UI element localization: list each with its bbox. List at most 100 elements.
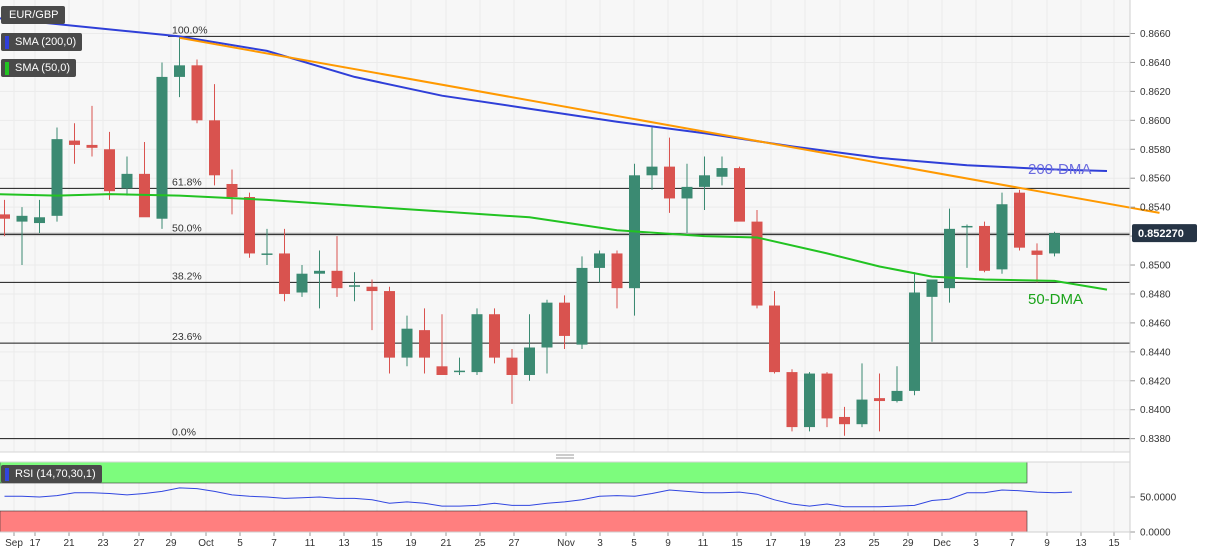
x-tick-label: Dec [933, 538, 951, 549]
y-tick-label: 0.8660 [1140, 29, 1171, 40]
descending-trendline [179, 36, 1160, 214]
candle-body [156, 76, 168, 219]
candle-body [436, 366, 448, 375]
candle-body [454, 370, 465, 373]
candle-body [366, 286, 378, 292]
y-tick-label: 0.8560 [1140, 174, 1171, 185]
fib-label: 50.0% [172, 223, 202, 235]
rsi-legend[interactable]: RSI (14,70,30,1) [1, 465, 102, 483]
candle-body [541, 302, 553, 348]
x-tick-label: 29 [165, 538, 177, 549]
x-tick-label: 21 [63, 538, 75, 549]
candle-body [594, 253, 605, 268]
candle-body [1031, 250, 1043, 255]
fib-label: 0.0% [172, 427, 196, 439]
x-tick-label: 19 [405, 538, 417, 549]
sma50-legend[interactable]: SMA (50,0) [1, 59, 77, 77]
x-tick-label: 29 [902, 538, 914, 549]
x-tick-label: 21 [440, 538, 452, 549]
candle-body [1014, 192, 1025, 248]
candle-body [751, 221, 763, 306]
x-tick-label: 15 [731, 538, 743, 549]
sma50-swatch [5, 62, 9, 75]
candle-body [16, 215, 28, 222]
candle-body [821, 373, 833, 419]
y-tick-label: 0.8480 [1140, 289, 1171, 300]
y-tick-label: 0.8440 [1140, 347, 1171, 358]
sma200-label: SMA (200,0) [15, 36, 77, 48]
fib-label: 100.0% [172, 24, 208, 36]
y-tick-label: 0.8600 [1140, 116, 1171, 127]
candle-body [926, 279, 938, 297]
candle-body [996, 204, 1008, 270]
candle-body [349, 285, 360, 287]
candle-body [611, 253, 623, 289]
x-tick-label: 23 [834, 538, 846, 549]
x-tick-label: 19 [799, 538, 811, 549]
symbol-label: EUR/GBP [9, 9, 59, 21]
candle-body [874, 398, 885, 402]
x-tick-label: 13 [1075, 538, 1087, 549]
current-price-label: 0.852270 [1138, 228, 1184, 240]
y-tick-label: 0.8580 [1140, 145, 1171, 156]
candle-body [909, 292, 920, 391]
annotation-50dma: 50-DMA [1028, 291, 1083, 308]
candle-body [524, 347, 535, 375]
x-tick-label: 25 [474, 538, 486, 549]
price-axis: 0.8660 0.8640 0.8620 0.8600 0.8580 0.8560 0.85… [1130, 29, 1197, 445]
rsi-swatch [5, 468, 9, 481]
candle-body [506, 357, 518, 375]
x-tick-label: 7 [271, 538, 277, 549]
candle-body [699, 175, 710, 187]
candle-body [576, 267, 588, 345]
rsi-overbought-band [0, 461, 1028, 484]
x-tick-label: Nov [557, 538, 575, 549]
x-tick-label: 13 [338, 538, 350, 549]
x-tick-label: 9 [1044, 538, 1050, 549]
y-tick-label: 0.8420 [1140, 376, 1171, 387]
x-tick-label: 5 [631, 538, 637, 549]
x-tick-label: Oct [198, 538, 214, 549]
candle-body [279, 253, 290, 294]
rsi-tick-label: 0.0000 [1140, 528, 1171, 539]
symbol-tag[interactable]: EUR/GBP [1, 6, 65, 24]
candle-body [961, 225, 973, 228]
main-panel-background [0, 0, 1130, 452]
x-tick-label: 11 [698, 538, 709, 549]
candle-body [0, 214, 10, 219]
sma200-legend[interactable]: SMA (200,0) [1, 33, 83, 51]
candle-body [734, 168, 745, 222]
x-tick-label: 27 [508, 538, 520, 549]
candle-body [384, 291, 395, 358]
candle-body [489, 314, 500, 358]
candle-body [261, 253, 273, 255]
date-axis: Sep 17 21 23 27 29 Oct 5 7 11 13 15 19 21 25 27 Nov 3 5 9 11… [5, 532, 1120, 549]
sma200-swatch [5, 36, 9, 49]
candle-body [314, 270, 325, 274]
x-tick-label: 25 [868, 538, 880, 549]
x-tick-label: 15 [1108, 538, 1120, 549]
fibonacci-levels: 100.0% 61.8% 50.0% 38.2% 23.6% 0.0% [0, 24, 1130, 440]
candle-body [559, 302, 570, 336]
candle-body [331, 270, 343, 289]
candle-body [1049, 233, 1060, 254]
candle-body [891, 390, 903, 402]
candle-body [786, 372, 798, 428]
y-tick-label: 0.8400 [1140, 405, 1171, 416]
candle-body [51, 139, 63, 216]
candle-body [191, 65, 203, 121]
current-price-box [1132, 224, 1197, 243]
pane-resize-handle[interactable] [556, 454, 574, 459]
candle-body [121, 173, 133, 189]
candle-body [769, 305, 780, 373]
candle-body [209, 120, 220, 176]
candle-body [664, 166, 675, 199]
y-tick-label: 0.8460 [1140, 318, 1171, 329]
candle-body [86, 144, 98, 148]
x-tick-label: 27 [133, 538, 145, 549]
x-tick-label: 3 [597, 538, 603, 549]
fib-label: 23.6% [172, 331, 202, 343]
rsi-panel: 50.0000 0.0000 [0, 461, 1177, 539]
candle-body [646, 166, 658, 176]
candle-body [979, 225, 990, 271]
